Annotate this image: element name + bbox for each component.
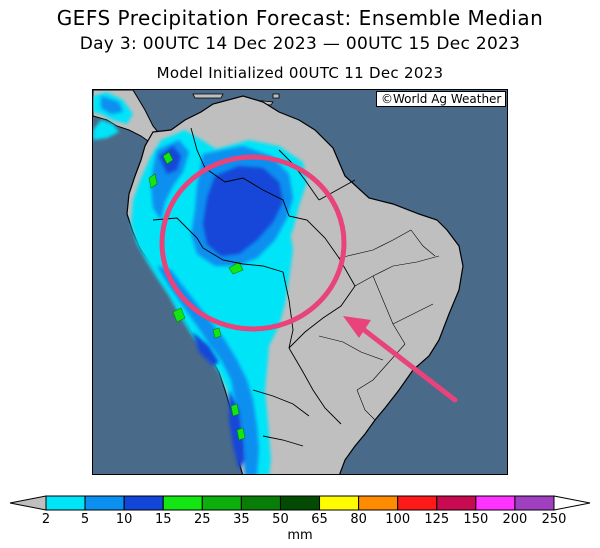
- colorbar-tick-label: 80: [350, 512, 367, 527]
- colorbar-tick-label: 25: [194, 512, 211, 527]
- colorbar-tick-label: 50: [272, 512, 289, 527]
- colorbar-tick-label: 200: [502, 512, 528, 527]
- colorbar-cell: [279, 495, 321, 511]
- colorbar-tick-label: 2: [41, 512, 51, 527]
- colorbar-cell: [436, 495, 477, 511]
- map-title: GEFS Precipitation Forecast: Ensemble Me…: [56, 6, 544, 30]
- colorbar-tick-label: 35: [233, 512, 250, 527]
- precip-green: [148, 151, 246, 441]
- colorbar-low-arrow: [9, 495, 47, 511]
- colorbar-tick-label: 125: [424, 512, 450, 527]
- colorbar-cell: [358, 495, 399, 511]
- colorbar-cell: [162, 495, 203, 511]
- colorbar-cell: [123, 495, 164, 511]
- colorbar-tick-label: 65: [311, 512, 328, 527]
- highlight-ellipse: [159, 154, 347, 332]
- colorbar-tick-label: 5: [80, 512, 90, 527]
- colorbar-cell: [514, 495, 555, 511]
- colorbar-tick-label: 10: [115, 512, 133, 527]
- colorbar-cell: [84, 495, 125, 511]
- colorbar-cell: [319, 495, 360, 511]
- colorbar-tick-label: 15: [154, 512, 172, 527]
- precipitation-map: [92, 89, 508, 475]
- forecast-period: Day 3: 00UTC 14 Dec 2023 — 00UTC 15 Dec …: [79, 34, 521, 54]
- colorbar-cell: [45, 495, 86, 511]
- model-init-time: Model Initialized 00UTC 11 Dec 2023: [156, 64, 444, 82]
- colorbar-unit: mm: [287, 528, 313, 543]
- colorbar-cell: [397, 495, 438, 511]
- colorbar-cell: [201, 495, 242, 511]
- colorbar-high-arrow: [553, 495, 591, 511]
- colorbar-cell: [240, 495, 281, 511]
- state-borders: [318, 229, 440, 421]
- colorbar-cell: [475, 495, 516, 511]
- highlight-arrow: [343, 316, 458, 403]
- credit-label: ©World Ag Weather: [376, 91, 507, 107]
- colorbar-tick-label: 250: [541, 512, 567, 527]
- colorbar-tick-label: 150: [463, 512, 489, 527]
- colorbar-tick-label: 100: [385, 512, 411, 527]
